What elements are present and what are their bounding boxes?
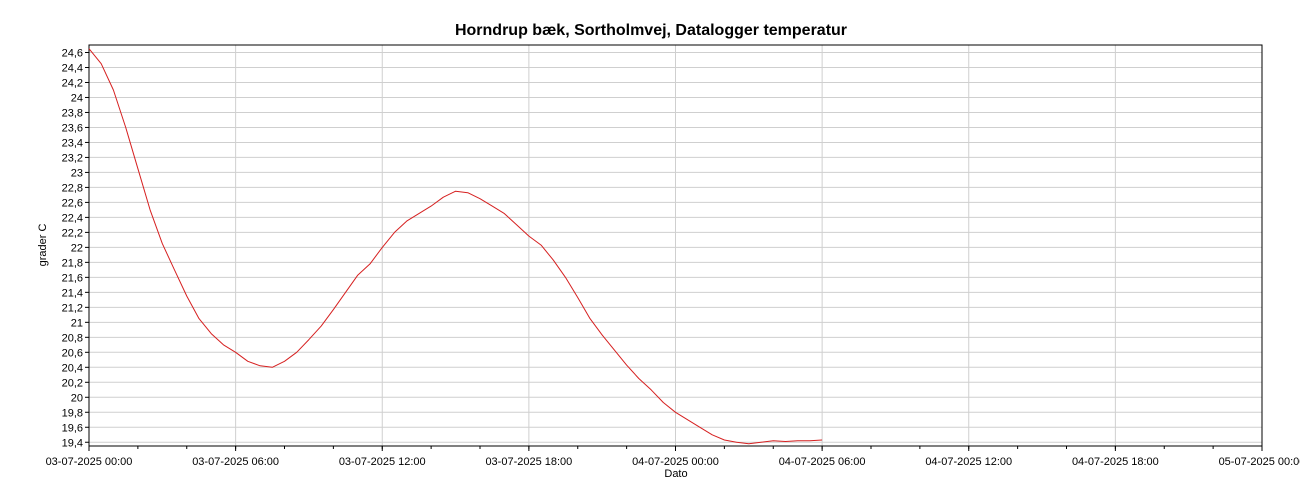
y-tick-label: 20,6	[62, 347, 83, 359]
grid-layer	[88, 45, 1263, 446]
y-tick-label: 23	[71, 167, 83, 179]
x-tick-label: 05-07-2025 00:00	[1219, 456, 1300, 468]
x-tick-label: 03-07-2025 00:00	[46, 456, 133, 468]
y-tick-label: 21,8	[62, 257, 83, 269]
y-tick-label: 22,2	[62, 227, 83, 239]
y-tick-label: 23,8	[62, 107, 83, 119]
chart-title: Horndrup bæk, Sortholmvej, Datalogger te…	[455, 22, 847, 39]
y-tick-label: 19,6	[62, 422, 83, 434]
y-tick-label: 22,4	[62, 212, 83, 224]
y-tick-label: 20,4	[62, 362, 83, 374]
y-tick-label: 20	[71, 392, 83, 404]
x-tick-label: 03-07-2025 06:00	[192, 456, 279, 468]
y-tick-label: 23,6	[62, 122, 83, 134]
x-tick-label: 04-07-2025 06:00	[779, 456, 866, 468]
y-tick-label: 22,8	[62, 182, 83, 194]
y-tick-label: 19,4	[62, 437, 83, 449]
y-tick-label: 24,4	[62, 62, 83, 74]
x-tick-label: 03-07-2025 12:00	[339, 456, 426, 468]
y-axis: 19,4 19,6 19,8 20 20,2 20,4 20,6 20,8 21 21,2 21,4…	[62, 47, 89, 449]
temperature-series-line	[88, 48, 823, 445]
y-axis-label: grader C	[37, 224, 49, 267]
x-tick-label: 03-07-2025 18:00	[485, 456, 572, 468]
y-tick-label: 21,4	[62, 287, 83, 299]
y-tick-label: 21,6	[62, 272, 83, 284]
series-layer	[88, 48, 823, 445]
y-tick-label: 20,2	[62, 377, 83, 389]
x-tick-label: 04-07-2025 00:00	[632, 456, 719, 468]
y-tick-label: 23,2	[62, 152, 83, 164]
y-tick-label: 24	[71, 92, 83, 104]
x-tick-label: 04-07-2025 12:00	[925, 456, 1012, 468]
y-tick-label: 21	[71, 317, 83, 329]
y-tick-label: 20,8	[62, 332, 83, 344]
x-tick-label: 04-07-2025 18:00	[1072, 456, 1159, 468]
y-tick-label: 23,4	[62, 137, 83, 149]
y-tick-label: 24,2	[62, 77, 83, 89]
x-axis: 03-07-2025 00:00 03-07-2025 06:00 03-07-20…	[46, 446, 1300, 468]
y-tick-label: 21,2	[62, 302, 83, 314]
y-tick-label: 22,6	[62, 197, 83, 209]
y-tick-label: 24,6	[62, 47, 83, 59]
x-axis-label: Dato	[664, 468, 687, 480]
y-tick-label: 19,8	[62, 407, 83, 419]
y-tick-label: 22	[71, 242, 83, 254]
